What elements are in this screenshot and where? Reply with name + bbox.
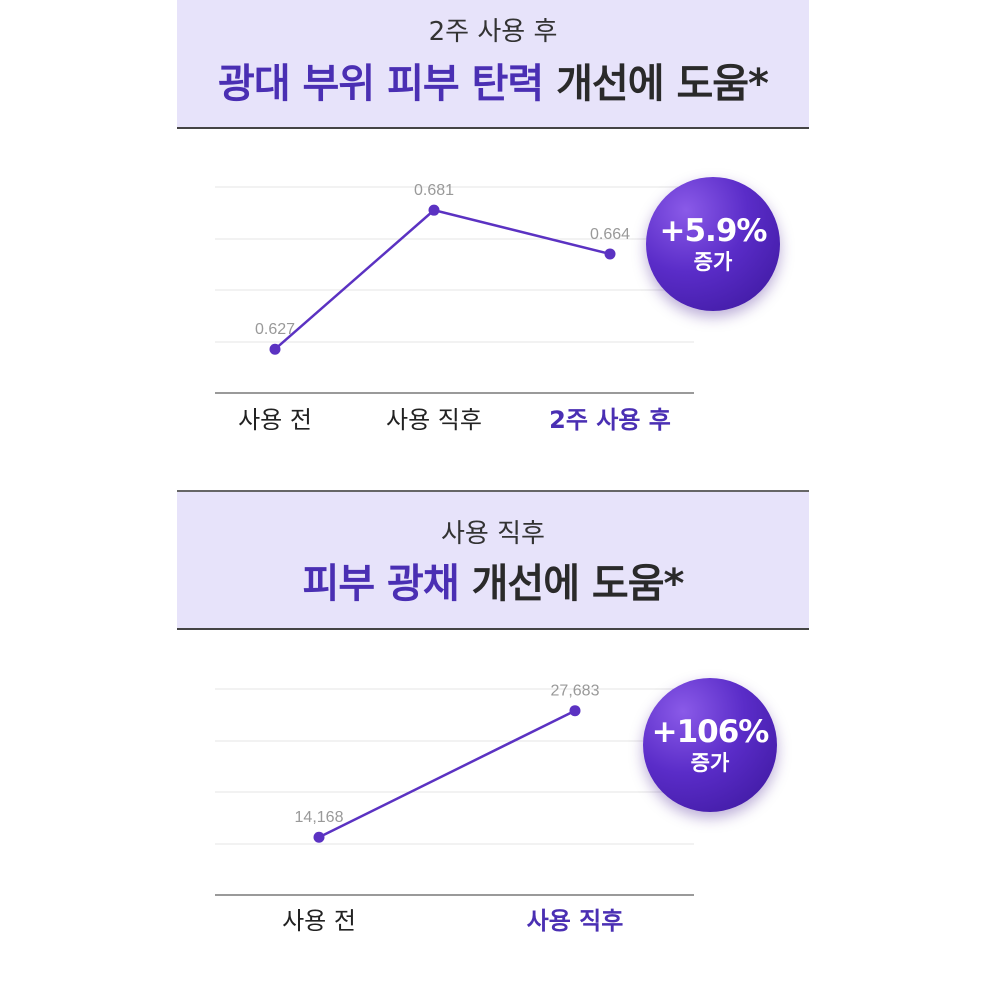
chart-1-point (428, 204, 440, 216)
panel-1-subtitle: 2주 사용 후 (428, 17, 558, 47)
panel-1-title-accent: 광대 부위 피부 탄력 (218, 61, 544, 107)
chart-1-point (604, 248, 616, 260)
chart-1-category-label: 2주 사용 후 (549, 406, 671, 434)
chart-1-data-label: 0.627 (255, 321, 295, 338)
panel-2-subtitle: 사용 직후 (441, 519, 545, 549)
panel-1-header: 2주 사용 후 광대 부위 피부 탄력 개선에 도움* (177, 0, 809, 128)
panel-2-header: 사용 직후 피부 광채 개선에 도움* (177, 492, 809, 629)
panel-2-header-divider (177, 628, 809, 630)
panel-2-badge-label: 증가 (690, 751, 730, 775)
chart-2-point (569, 705, 581, 717)
panel-2-badge: +106% 증가 (643, 678, 777, 812)
chart-2-category-label: 사용 전 (282, 907, 356, 935)
panel-2-title-accent: 피부 광채 (302, 561, 460, 607)
chart-2-point (313, 831, 325, 843)
panel-2-title-rest: 개선에 도움* (458, 561, 685, 607)
panel-2-top-divider (177, 490, 809, 492)
panel-1-header-divider (177, 127, 809, 129)
panel-1-badge-percent: +5.9% (659, 213, 768, 249)
chart-1-category-label: 사용 전 (238, 406, 312, 434)
panel-2-badge-percent: +106% (651, 714, 770, 750)
chart-1-category-label: 사용 직후 (386, 406, 482, 434)
panel-1-badge: +5.9% 증가 (646, 177, 780, 311)
panel-2-title: 피부 광채 개선에 도움* (177, 556, 809, 612)
chart-2-data-label: 14,168 (295, 809, 344, 826)
chart-2-data-label: 27,683 (551, 683, 600, 700)
chart-2-category-label: 사용 직후 (527, 907, 624, 935)
chart-2-series-line (318, 709, 576, 839)
chart-2: 14,168 27,683 사용 전 사용 직후 (215, 683, 694, 935)
chart-1: 0.627 0.681 0.664 사용 전 사용 직후 2주 사용 후 (215, 182, 694, 434)
panel-1-badge-label: 증가 (693, 250, 733, 274)
chart-1-data-label: 0.681 (414, 182, 454, 199)
panel-1-title: 광대 부위 피부 탄력 개선에 도움* (177, 56, 809, 112)
chart-1-data-label: 0.664 (590, 226, 630, 243)
panel-1-title-rest: 개선에 도움* (543, 61, 769, 107)
chart-1-series-line (274, 208, 611, 351)
chart-1-point (269, 343, 281, 355)
